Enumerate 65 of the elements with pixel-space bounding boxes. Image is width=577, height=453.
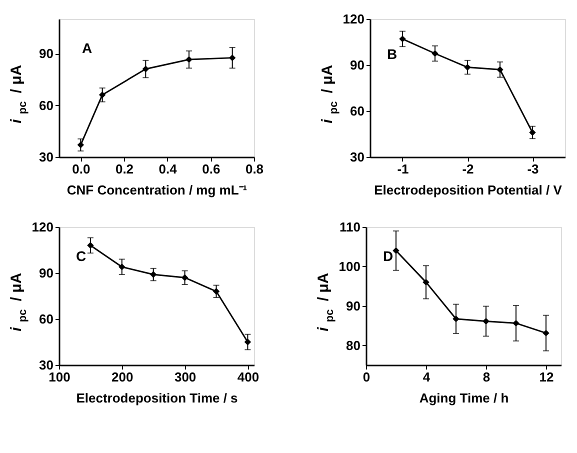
point	[87, 242, 94, 249]
y-tick-label: 90	[39, 266, 54, 280]
point	[452, 316, 460, 322]
y-axis-title: ipc / μA	[8, 272, 29, 332]
point	[98, 92, 106, 98]
x-tick-label: 12	[539, 370, 554, 384]
annotation: B	[386, 46, 398, 62]
y-tick-label: 120	[32, 220, 54, 234]
point	[542, 330, 550, 336]
x-tick-label: 0.8	[245, 162, 264, 176]
y-tick-label: 30	[39, 150, 54, 164]
point	[228, 54, 236, 62]
x-tick-label: -3	[527, 162, 539, 176]
x-tick-label: 4	[422, 370, 431, 384]
point	[432, 50, 438, 57]
y-tick-label: 90	[350, 58, 364, 72]
y-tick-label: 100	[338, 258, 360, 274]
y-axis-title: ipc / μA	[319, 64, 340, 124]
x-tick-label: 0.6	[202, 162, 220, 176]
y-tick-label: 60	[350, 104, 364, 118]
point	[118, 264, 126, 270]
y-tick-label: 90	[39, 46, 54, 61]
x-tick-label: 100	[48, 370, 70, 384]
y-axis-title: ipc / μA	[315, 272, 336, 332]
point	[77, 142, 84, 148]
point	[392, 247, 400, 254]
x-tick-label: 400	[237, 370, 260, 384]
annotation: C	[76, 248, 86, 264]
x-axis-title: Aging Time / h	[419, 390, 509, 406]
point	[512, 320, 520, 327]
point	[186, 56, 192, 63]
y-tick-label: 110	[340, 220, 360, 234]
x-tick-label: 0.4	[158, 162, 178, 176]
y-tick-label: 30	[350, 150, 364, 164]
y-tick-label: 80	[346, 338, 360, 353]
annotation: D	[382, 248, 394, 264]
y-tick-label: 60	[39, 312, 54, 326]
x-tick-label: 0.2	[115, 162, 134, 176]
point	[422, 278, 430, 286]
y-tick-label: 120	[342, 12, 364, 26]
point	[529, 129, 536, 136]
annotation: A	[82, 40, 92, 56]
point	[464, 64, 471, 71]
point	[482, 318, 490, 325]
point	[212, 288, 220, 295]
x-tick-label: 200	[112, 370, 134, 384]
x-tick-label: 300	[174, 370, 196, 384]
point	[399, 36, 406, 42]
point	[150, 271, 157, 278]
x-tick-label: -2	[462, 162, 474, 176]
x-axis-title: CNF Concentration / mg mL⁻¹	[66, 182, 248, 198]
y-tick-label: 30	[39, 358, 54, 372]
x-tick-label: 0.0	[72, 162, 90, 176]
point	[496, 66, 504, 73]
point	[142, 66, 150, 72]
point	[244, 338, 252, 346]
y-axis-title: ipc / μA	[8, 64, 29, 124]
x-tick-label: -1	[397, 162, 409, 176]
x-axis-title: Electrodeposition Time / s	[76, 390, 238, 406]
y-tick-label: 90	[346, 298, 360, 314]
x-axis-title: Electrodeposition Potential / V	[374, 182, 562, 198]
y-tick-label: 60	[39, 98, 54, 113]
x-tick-label: 8	[482, 370, 490, 384]
x-tick-label: 0	[362, 370, 370, 384]
point	[181, 274, 188, 281]
